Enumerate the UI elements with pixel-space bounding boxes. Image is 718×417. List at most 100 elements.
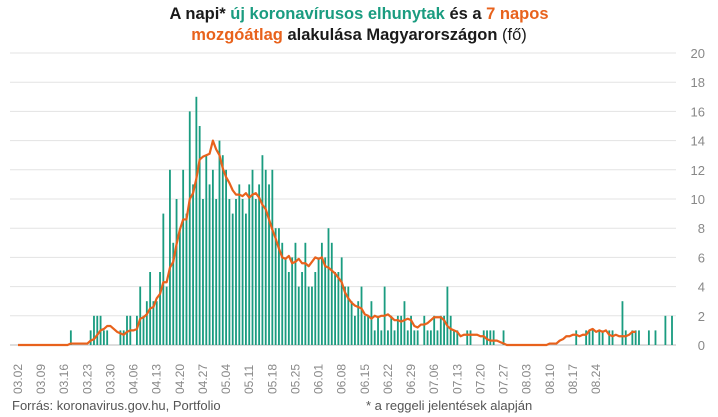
- bar: [337, 272, 340, 345]
- bar: [182, 169, 185, 345]
- bar: [162, 213, 165, 345]
- bar: [215, 199, 218, 345]
- gridlines: [10, 52, 676, 346]
- bar: [320, 242, 323, 345]
- title-line-2: mozgóátlag alakulása Magyarországon (fő): [0, 25, 718, 46]
- x-tick-label: 06.01: [312, 364, 326, 394]
- y-tick-label: 10: [691, 192, 705, 207]
- bar: [671, 315, 673, 345]
- bar: [159, 272, 161, 345]
- x-tick-label: 08.17: [566, 364, 580, 394]
- footnote: * a reggeli jelentések alapján: [366, 398, 533, 413]
- y-tick-label: 6: [698, 250, 705, 265]
- chart-title: A napi* új koronavírusos elhunytak és a …: [0, 4, 718, 46]
- bar: [301, 272, 303, 345]
- bar: [155, 301, 158, 345]
- bar: [400, 315, 403, 345]
- bar: [373, 330, 376, 345]
- bar: [449, 315, 452, 345]
- bar: [294, 242, 297, 345]
- bar: [380, 330, 383, 345]
- y-tick-label: 0: [698, 338, 705, 353]
- x-tick-label: 04.13: [150, 364, 164, 394]
- bar: [621, 301, 624, 345]
- bar: [436, 330, 439, 345]
- bar: [142, 315, 145, 345]
- bar: [264, 169, 267, 345]
- bar: [601, 330, 604, 345]
- bar: [664, 315, 667, 345]
- bar: [429, 330, 432, 345]
- bar: [611, 330, 614, 345]
- bar: [466, 330, 469, 345]
- bar: [489, 330, 492, 345]
- x-tick-label: 03.02: [11, 364, 25, 394]
- bar: [654, 330, 657, 345]
- bar: [647, 330, 650, 345]
- x-tick-label: 08.24: [589, 364, 603, 394]
- x-tick-label: 07.20: [473, 364, 487, 394]
- x-tick-label: 05.04: [219, 364, 233, 394]
- y-tick-label: 8: [698, 221, 705, 236]
- x-tick-label: 04.27: [196, 364, 210, 394]
- bar: [410, 315, 412, 345]
- y-tick-label: 14: [691, 134, 705, 149]
- x-tick-label: 06.29: [404, 364, 418, 394]
- bar: [314, 272, 317, 345]
- y-tick-label: 2: [698, 309, 705, 324]
- bar: [218, 140, 221, 345]
- bar: [307, 286, 310, 345]
- bar: [638, 330, 640, 345]
- bar: [278, 228, 280, 345]
- bar: [416, 330, 419, 345]
- moving-average-line: [18, 139, 636, 347]
- x-tick-label: 03.30: [103, 364, 117, 394]
- bar: [287, 272, 290, 345]
- bar: [377, 315, 379, 345]
- bar: [185, 213, 188, 345]
- title-line-1: A napi* új koronavírusos elhunytak és a …: [0, 4, 718, 25]
- bar: [390, 315, 393, 345]
- title-line2-segment-1: alakulása Magyarországon: [282, 26, 503, 44]
- bar: [195, 96, 198, 345]
- bar: [344, 286, 346, 345]
- bar: [122, 330, 125, 345]
- bar: [456, 330, 459, 345]
- bar: [360, 286, 363, 345]
- bar: [93, 315, 95, 345]
- bar: [211, 169, 214, 345]
- source-note: Forrás: koronavirus.gov.hu, Portfolio: [12, 398, 221, 413]
- bar-series: [69, 96, 673, 346]
- bar: [367, 315, 370, 345]
- bar: [311, 286, 313, 345]
- bar: [304, 242, 307, 345]
- bar: [357, 301, 360, 345]
- bar: [354, 315, 356, 345]
- bar: [393, 330, 396, 345]
- bar: [241, 199, 244, 345]
- bar: [634, 330, 637, 345]
- bar: [446, 286, 449, 345]
- bar: [238, 184, 241, 345]
- bar: [228, 199, 231, 345]
- x-tick-label: 06.08: [335, 364, 349, 394]
- bar: [102, 330, 105, 345]
- bar: [598, 330, 601, 345]
- bar: [169, 169, 171, 345]
- x-tick-label: 06.15: [358, 364, 372, 394]
- bar: [178, 228, 181, 345]
- bar: [284, 257, 287, 345]
- moving-average-series: [18, 139, 636, 347]
- bar: [608, 330, 611, 345]
- bar: [588, 330, 591, 345]
- bar: [136, 315, 138, 345]
- bar: [347, 286, 350, 345]
- bar: [231, 213, 234, 345]
- bar: [221, 155, 224, 345]
- title-line1-segment-2: és a: [444, 5, 487, 23]
- bar: [261, 155, 264, 345]
- bar: [330, 242, 333, 345]
- bar: [413, 330, 416, 345]
- bar: [96, 315, 99, 345]
